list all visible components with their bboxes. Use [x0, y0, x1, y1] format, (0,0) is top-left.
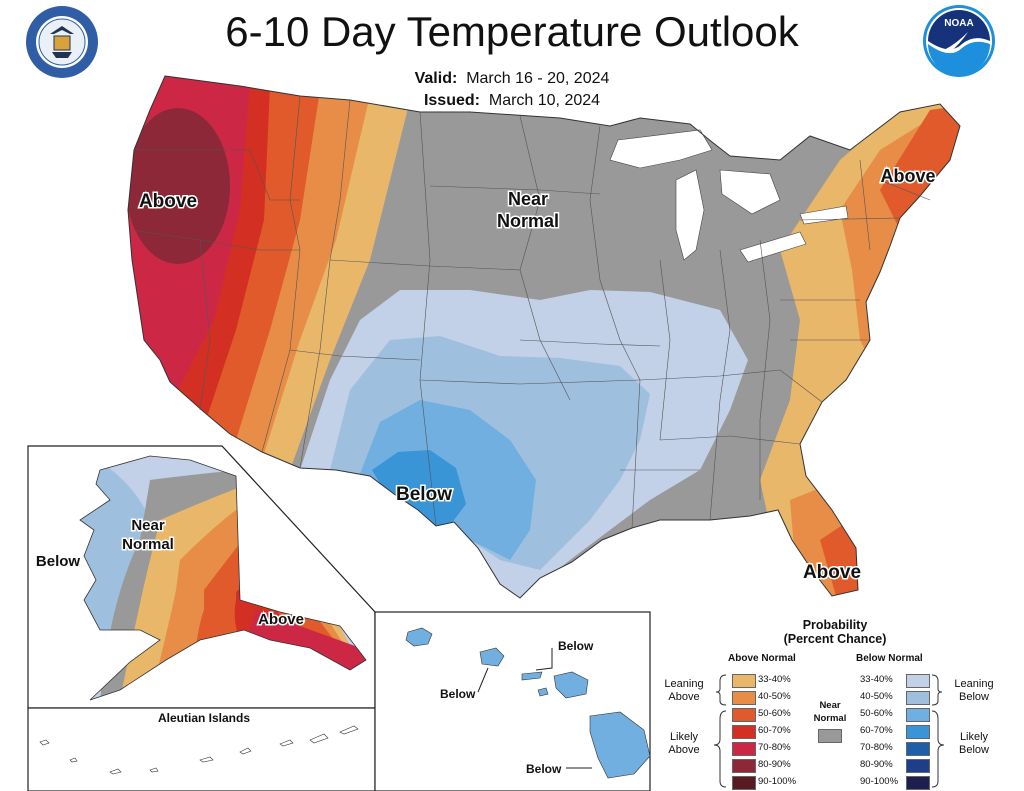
legend-above-label-40-50: 40-50% — [758, 691, 791, 702]
big-island — [589, 711, 651, 779]
legend-below-swatch-70-80 — [906, 742, 930, 756]
map-title: 6-10 Day Temperature Outlook — [225, 8, 799, 55]
lake-erie — [739, 231, 807, 263]
legend-above-label-60-70: 60-70% — [758, 725, 791, 736]
legend-above-label-70-80: 70-80% — [758, 742, 791, 753]
legend-below-label-60-70: 60-70% — [860, 725, 893, 736]
alaska-inset: Below Near Normal Above — [27, 445, 376, 709]
lake-huron — [719, 169, 781, 215]
aleutian-inset: Aleutian Islands — [27, 707, 376, 791]
valid-label: Valid: — [414, 70, 458, 87]
below-60-70-band — [372, 450, 466, 530]
legend-likely-above: Likely Above — [654, 731, 714, 757]
legend-above-swatch-70-80 — [732, 742, 756, 756]
legend-below-swatch-60-70 — [906, 725, 930, 739]
label-florida-above: Above — [803, 562, 861, 583]
legend-above-swatch-50-60 — [732, 708, 756, 722]
alaska-label-near-line2: Normal — [122, 536, 174, 553]
legend-above-swatch-40-50 — [732, 691, 756, 705]
legend-title-line1: Probability — [802, 618, 868, 632]
lanai-island — [537, 687, 549, 697]
legend-below-label-80-90: 80-90% — [860, 759, 893, 770]
legend-below-swatch-50-60 — [906, 708, 930, 722]
label-southwest-below: Below — [396, 484, 452, 505]
hawaii-islands — [405, 627, 651, 779]
maui-island — [553, 671, 589, 699]
hawaii-label-below-bottom: Below — [526, 762, 562, 776]
valid-value: March 16 - 20, 2024 — [466, 70, 610, 87]
oahu-island — [479, 647, 505, 667]
legend-likely-above-line1: Likely — [669, 731, 699, 743]
legend-above-swatch-60-70 — [732, 725, 756, 739]
aleutian-title: Aleutian Islands — [158, 711, 250, 725]
west-above-80-90-area — [128, 108, 230, 264]
legend-likely-above-line2: Above — [668, 744, 700, 756]
legend-above-swatch-33-40 — [732, 674, 756, 688]
commerce-seal-logo — [26, 6, 98, 78]
legend-below-label-70-80: 70-80% — [860, 742, 893, 753]
hawaii-inset: Below Below Below — [374, 611, 651, 791]
legend-leaning-above-line1: Leaning — [664, 678, 704, 690]
state-boundaries — [131, 95, 931, 529]
legend-below-label-40-50: 40-50% — [860, 691, 893, 702]
legend-near-line1: Near — [819, 700, 841, 711]
legend-below-swatch-80-90 — [906, 759, 930, 773]
legend-below-swatch-33-40 — [906, 674, 930, 688]
alaska-label-near-line1: Near — [131, 517, 165, 534]
legend-above-label-90-100: 90-100% — [758, 776, 797, 787]
kauai-island — [405, 627, 433, 647]
legend-above-swatch-90-100 — [732, 776, 756, 790]
label-west-above: Above — [139, 191, 197, 212]
legend-below-swatch-40-50 — [906, 691, 930, 705]
label-near-normal-line2: Normal — [497, 211, 559, 231]
legend-leaning-above-line2: Above — [668, 691, 700, 703]
legend-above-swatch-80-90 — [732, 759, 756, 773]
aleutian-islands — [39, 725, 359, 775]
molokai-island — [521, 671, 543, 681]
issued-value: March 10, 2024 — [488, 92, 601, 109]
label-northeast-above: Above — [880, 166, 935, 186]
lake-michigan — [675, 169, 705, 261]
issued-date: Issued: March 10, 2024 — [0, 92, 1024, 110]
legend-above-label-80-90: 80-90% — [758, 759, 791, 770]
legend-likely-below-line1: Likely — [959, 731, 989, 743]
alaska-outline — [79, 455, 367, 701]
legend-leaning-above: Leaning Above — [654, 678, 714, 704]
legend-below-heading: Below Normal — [856, 653, 923, 664]
legend-leaning-below-line2: Below — [959, 691, 989, 703]
alaska-label-above: Above — [258, 611, 304, 628]
hawaii-label-below-left: Below — [440, 687, 476, 701]
hawaii-label-below-top: Below — [558, 639, 594, 653]
noaa-logo-text: NOAA — [944, 18, 973, 29]
legend-below-swatch-90-100 — [906, 776, 930, 790]
legend-below-label-50-60: 50-60% — [860, 708, 893, 719]
legend-leaning-below: Leaning Below — [944, 678, 1004, 704]
legend-braces — [713, 674, 945, 788]
legend-leaning-below-line1: Leaning — [954, 678, 994, 690]
noaa-logo: NOAA — [923, 5, 995, 77]
legend-title-line2: (Percent Chance) — [783, 632, 887, 646]
valid-dates: Valid: March 16 - 20, 2024 — [0, 70, 1024, 88]
legend-above-heading: Above Normal — [728, 653, 796, 664]
label-near-normal-line1: Near — [508, 189, 548, 209]
aleutian-inset-frame — [27, 707, 376, 791]
legend-below-label-33-40: 33-40% — [860, 674, 893, 685]
lake-superior — [609, 129, 713, 169]
legend-above-label-33-40: 33-40% — [758, 674, 791, 685]
legend-title: Probability (Percent Chance) — [750, 618, 920, 646]
alaska-label-below: Below — [36, 553, 81, 570]
legend-below-label-90-100: 90-100% — [860, 776, 899, 787]
hawaii-leader-lines — [477, 648, 592, 769]
issued-label: Issued: — [423, 92, 480, 109]
legend-likely-below: Likely Below — [944, 731, 1004, 757]
probability-legend: Probability (Percent Chance) Above Norma… — [650, 615, 1020, 791]
legend-near-normal-swatch — [818, 729, 842, 743]
legend-above-label-50-60: 50-60% — [758, 708, 791, 719]
conus-outline — [127, 75, 961, 599]
legend-likely-below-line2: Below — [959, 744, 989, 756]
legend-near-line2: Normal — [813, 713, 847, 724]
legend-near-normal-label: Near Normal — [808, 699, 852, 725]
